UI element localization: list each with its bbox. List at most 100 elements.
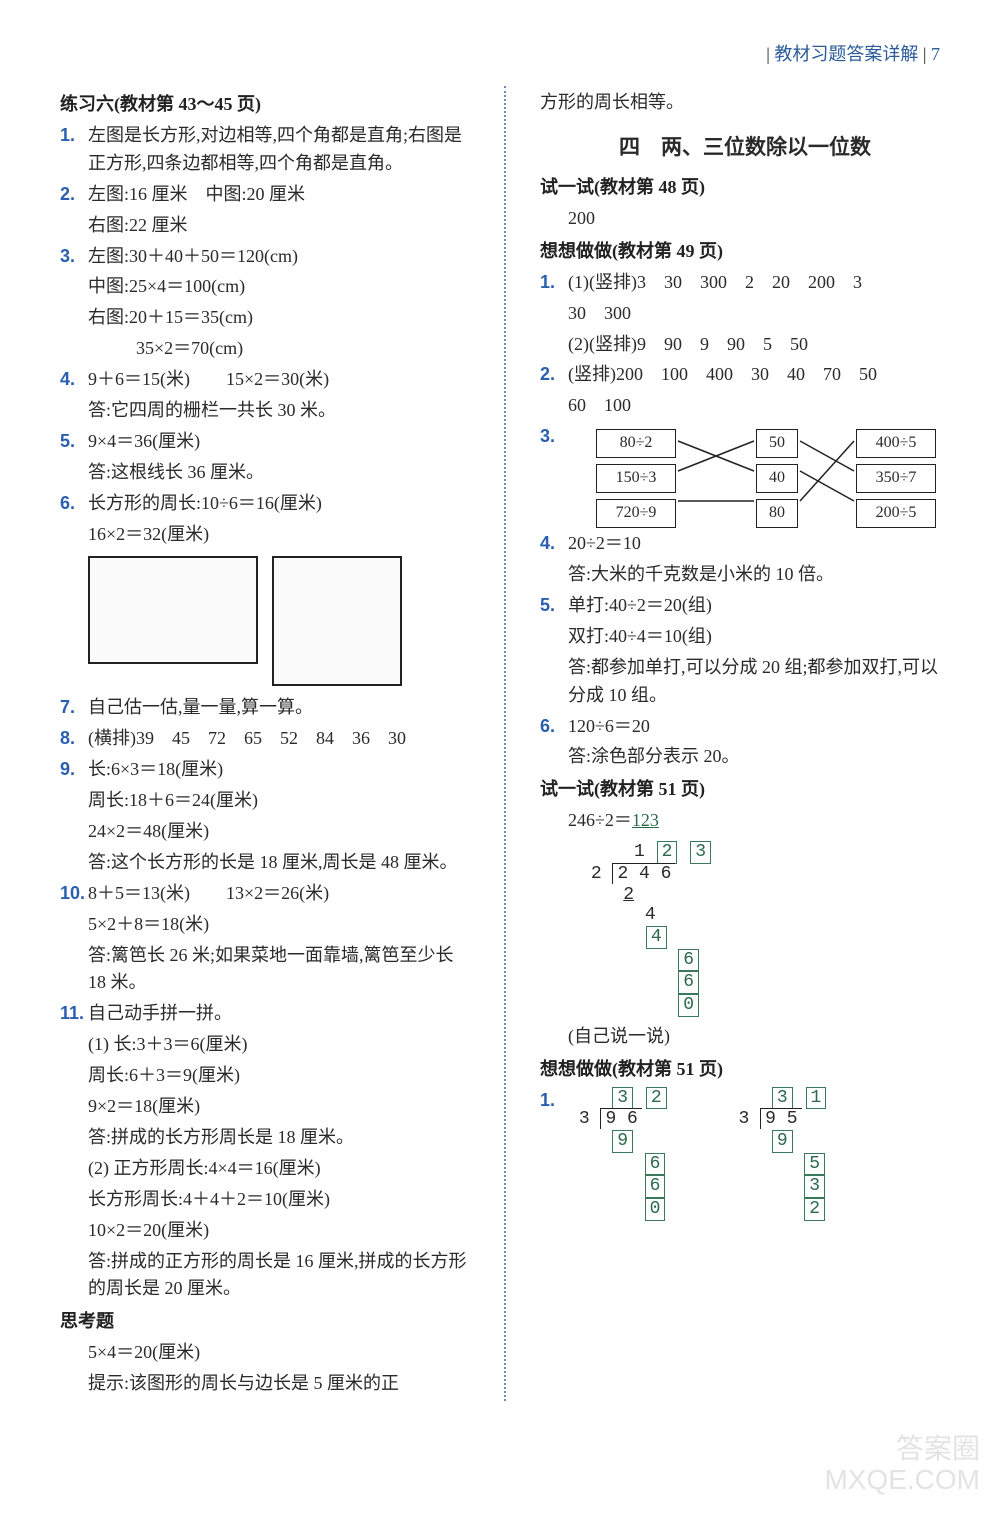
- q-body: 左图:30＋40＋50＝120(cm): [88, 243, 470, 271]
- ld-dividend: 2 4 6: [612, 863, 675, 884]
- q-body: 方形的周长相等。: [540, 89, 950, 117]
- q-body: 中图:25×4＝100(cm): [88, 273, 470, 301]
- diagram-box: 350÷7: [856, 464, 936, 493]
- q9-l2: 周长:18＋6＝24(厘米): [60, 787, 470, 815]
- r2-l2: 60 100: [540, 392, 950, 420]
- ld-box: 3: [772, 1087, 793, 1110]
- ld-box: 2: [646, 1087, 667, 1110]
- r5-l3: 答:都参加单打,可以分成 20 组;都参加双打,可以分成 10 组。: [540, 654, 950, 710]
- q6-l2: 16×2＝32(厘米): [60, 521, 470, 549]
- q7: 7.自己估一估,量一量,算一算。: [60, 694, 470, 722]
- q-body: 35×2＝70(cm): [88, 335, 470, 363]
- ld-row: 0: [568, 1198, 668, 1221]
- r3: 3. 80÷2 150÷3 720÷9 50 40 80 400÷5 350÷7…: [540, 423, 950, 527]
- ld-val: 4: [645, 905, 656, 925]
- q-body: 16×2＝32(厘米): [88, 521, 470, 549]
- section-title: 练习六(教材第 43～45 页): [60, 90, 470, 116]
- ld-row: 0: [580, 994, 950, 1017]
- column-divider: [504, 86, 506, 1401]
- watermark-l2: MXQE.COM: [824, 1465, 980, 1496]
- q3-l1: 3.左图:30＋40＋50＝120(cm): [60, 243, 470, 271]
- q8: 8.(横排)39 45 72 65 52 84 36 30: [60, 725, 470, 753]
- ld-row: 2 2 4 6: [580, 864, 950, 885]
- r5-l1: 5.单打:40÷2＝20(组): [540, 592, 950, 620]
- q10-l3: 答:篱笆长 26 米;如果菜地一面靠墙,篱笆至少长 18 米。: [60, 942, 470, 998]
- diagram-box: 150÷3: [596, 464, 676, 493]
- ld-row: 5: [728, 1153, 828, 1176]
- matching-diagram: 80÷2 150÷3 720÷9 50 40 80 400÷5 350÷7 20…: [596, 429, 950, 521]
- q11-l8: 10×2＝20(厘米): [60, 1217, 470, 1245]
- try2-title: 试一试(教材第 51 页): [540, 775, 950, 801]
- q10-l1: 10.8＋5＝13(米) 13×2＝26(米): [60, 880, 470, 908]
- q9-l3: 24×2＝48(厘米): [60, 818, 470, 846]
- q-num: 1.: [540, 1087, 568, 1221]
- q-body: 5×2＋8＝18(米): [88, 911, 470, 939]
- q-body: 答:大米的千克数是小米的 10 倍。: [568, 561, 950, 589]
- ld-box: 1: [806, 1087, 827, 1110]
- q-body: 9×4＝36(厘米): [88, 428, 470, 456]
- eq-lhs: 246÷2＝: [568, 810, 632, 830]
- q-body: 自己估一估,量一量,算一算。: [88, 694, 470, 722]
- q-body: 200: [568, 205, 950, 233]
- do1-title: 想想做做(教材第 49 页): [540, 237, 950, 263]
- diagram-box: 80: [756, 499, 798, 528]
- q-body: 右图:20＋15＝35(cm): [88, 304, 470, 332]
- q-num: 1.: [540, 269, 568, 297]
- diagram-col1: 80÷2 150÷3 720÷9: [596, 429, 676, 527]
- long-division-2a: 3 2 3 9 6 9 6 6 0: [568, 1087, 668, 1221]
- q-body: 答:这根线长 36 厘米。: [88, 459, 470, 487]
- ld-row: 6: [568, 1175, 668, 1198]
- q-num: 3.: [60, 243, 88, 271]
- ld-divisor: 3: [738, 1109, 749, 1129]
- ld-row: 3 1: [728, 1087, 828, 1110]
- ld-box: 9: [772, 1130, 793, 1153]
- q2-l1: 2.左图:16 厘米 中图:20 厘米: [60, 181, 470, 209]
- q11-l3: 周长:6＋3＝9(厘米): [60, 1062, 470, 1090]
- q-num: 11.: [60, 1000, 88, 1028]
- try2-eq: 246÷2＝123: [540, 807, 950, 835]
- q-body: 60 100: [568, 392, 950, 420]
- q-num: 6.: [540, 713, 568, 741]
- think-l1: 5×4＝20(厘米): [60, 1339, 470, 1367]
- ld-box: 6: [678, 971, 699, 994]
- rectangle-shape: [88, 556, 258, 664]
- q-body: 9＋6＝15(米) 15×2＝30(米): [88, 366, 470, 394]
- q-body: 答:涂色部分表示 20。: [568, 743, 950, 771]
- ld-dividend: 9 6: [600, 1108, 641, 1129]
- r1-l3: (2)(竖排)9 90 9 90 5 50: [540, 331, 950, 359]
- ld-val: 2: [623, 885, 634, 905]
- q-body: 120÷6＝20: [568, 713, 950, 741]
- r2-l1: 2.(竖排)200 100 400 30 40 70 50: [540, 361, 950, 389]
- q11-l6: (2) 正方形周长:4×4＝16(厘米): [60, 1155, 470, 1183]
- q11-l5: 答:拼成的长方形周长是 18 厘米。: [60, 1124, 470, 1152]
- q5-l1: 5.9×4＝36(厘米): [60, 428, 470, 456]
- try1-val: 200: [540, 205, 950, 233]
- q2-l2: 右图:22 厘米: [60, 212, 470, 240]
- q11-l4: 9×2＝18(厘米): [60, 1093, 470, 1121]
- q3-l4: 35×2＝70(cm): [60, 335, 470, 363]
- left-column: 练习六(教材第 43～45 页) 1.左图是长方形,对边相等,四个角都是直角;右…: [60, 86, 470, 1401]
- q-body: 右图:22 厘米: [88, 212, 470, 240]
- r4-l1: 4.20÷2＝10: [540, 530, 950, 558]
- ld-row: 9: [568, 1130, 668, 1153]
- r4-l2: 答:大米的千克数是小米的 10 倍。: [540, 561, 950, 589]
- ld-row: 6: [580, 949, 950, 972]
- eq-ans: 123: [632, 810, 659, 830]
- q-num: 4.: [540, 530, 568, 558]
- ld-row: 2: [728, 1198, 828, 1221]
- diagram-col3: 400÷5 350÷7 200÷5: [856, 429, 936, 527]
- q-body: 答:这个长方形的长是 18 厘米,周长是 48 厘米。: [88, 849, 470, 877]
- ld-box: 0: [678, 994, 699, 1017]
- cont-line: 方形的周长相等。: [540, 89, 950, 117]
- diagram-col2: 50 40 80: [756, 429, 798, 527]
- q-body: 长方形周长:4＋4＋2＝10(厘米): [88, 1186, 470, 1214]
- ld-box: 0: [645, 1198, 666, 1221]
- q-body: 答:它四周的栅栏一共长 30 米。: [88, 397, 470, 425]
- page-header: | 教材习题答案详解 | 7: [60, 40, 950, 66]
- ld-dividend: 9 5: [760, 1108, 801, 1129]
- q-body: 自己动手拼一拼。: [88, 1000, 470, 1028]
- ld-box: 3: [804, 1175, 825, 1198]
- q-num: 5.: [60, 428, 88, 456]
- ld-row: 3 2: [568, 1087, 668, 1110]
- q-body: (1) 长:3＋3＝6(厘米): [88, 1031, 470, 1059]
